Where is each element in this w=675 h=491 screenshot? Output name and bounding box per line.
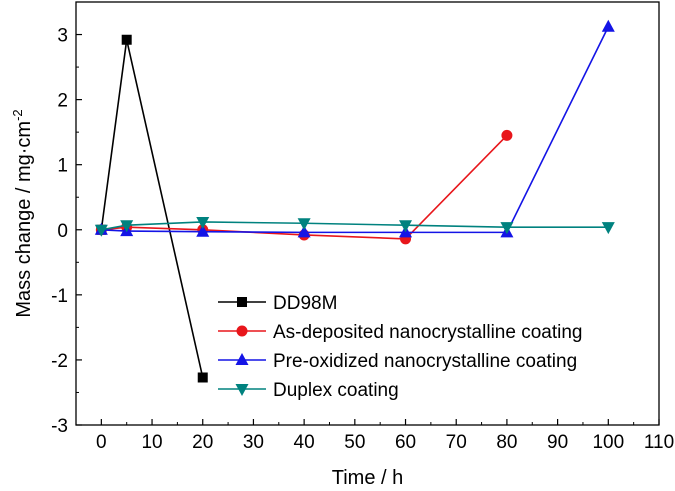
data-point [601,222,615,235]
data-point [601,19,615,32]
data-point [94,224,108,237]
legend-marker [235,353,249,365]
x-tick-label: 80 [496,432,517,453]
y-tick-label: -1 [51,286,68,307]
x-tick-label: 0 [96,432,107,453]
data-series [94,19,615,383]
data-point [297,218,311,231]
data-point [399,220,413,233]
data-point [197,372,208,383]
x-tick-label: 30 [243,432,264,453]
x-tick-labels: 0 10 20 30 40 50 60 70 80 90 100 110 [96,432,674,453]
legend-item: As-deposited nanocrystalline coating [218,322,582,343]
data-point [297,225,311,238]
data-point [500,222,514,235]
series-0 [96,34,208,383]
legend-item: DD98M [218,293,337,314]
data-point [501,129,513,141]
y-tick-label: 1 [57,156,68,177]
legend-marker [236,325,248,337]
y-tick-label: 3 [57,26,68,47]
legend-item: Duplex coating [218,380,399,401]
x-tick-label: 20 [192,432,213,453]
legend-marker [235,384,249,396]
legend-marker [237,297,247,307]
x-tick-label: 110 [644,432,674,453]
y-tick-labels: -3 -2 -1 0 1 2 3 [51,26,68,437]
y-tick-label: -3 [51,416,68,437]
y-tick-label: -2 [51,351,68,372]
x-axis-title: Time / h [332,467,404,489]
y-axis-title-superscript: -2 [10,109,25,121]
legend: DD98M As-deposited nanocrystalline coatin… [218,293,582,401]
x-tick-label: 100 [592,432,624,453]
series-2 [94,19,615,238]
data-point [120,220,134,233]
series-3 [94,216,615,237]
legend-label: DD98M [273,293,337,314]
y-axis-title: Mass change / mg·cm-2 [10,109,35,317]
x-tick-label: 90 [547,432,568,453]
legend-label: As-deposited nanocrystalline coating [273,322,582,343]
x-tick-label: 60 [395,432,416,453]
x-tick-label: 50 [344,432,365,453]
legend-label: Duplex coating [273,380,399,401]
y-tick-label: 2 [57,91,68,112]
x-tick-label: 10 [141,432,162,453]
x-tick-label: 40 [294,432,315,453]
series-line [101,26,610,234]
plot-frame [75,1,660,426]
x-tick-label: 70 [446,432,467,453]
legend-label: Pre-oxidized nanocrystalline coating [273,351,577,372]
y-axis-title-main: Mass change / mg·cm [13,121,35,318]
data-point [196,216,210,229]
data-point [121,34,132,45]
y-tick-label: 0 [57,221,68,242]
legend-item: Pre-oxidized nanocrystalline coating [218,351,577,372]
data-point [196,224,210,237]
series-line [100,39,204,378]
